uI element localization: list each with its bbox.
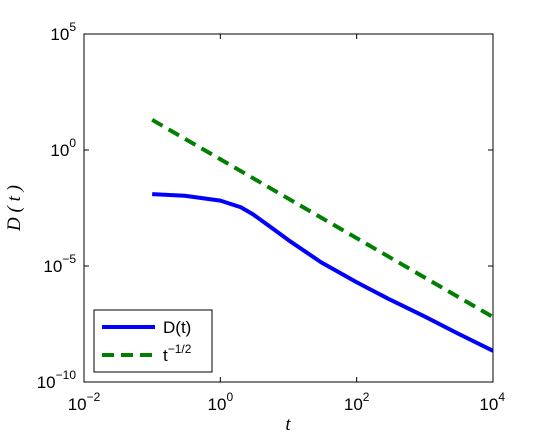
legend-label-0: D(t) (163, 318, 191, 337)
x-tick-label-base: 10 (479, 395, 498, 414)
axis-ticks (83, 33, 494, 383)
legend-label-base: D(t) (163, 318, 191, 337)
legend-label-exp: −1/2 (168, 342, 192, 356)
y-tick-label: 10−10 (37, 368, 77, 392)
x-tick-label-exp: −2 (87, 390, 101, 404)
y-tick-label-base: 10 (37, 373, 56, 392)
x-tick-label: 10−2 (68, 390, 101, 414)
legend-label-1: t−1/2 (163, 342, 192, 365)
x-tick-label-exp: 4 (498, 390, 505, 404)
y-tick-label-exp: −10 (56, 368, 77, 382)
series-line-1 (151, 118, 493, 319)
y-tick-label-exp: −5 (62, 252, 76, 266)
x-tick-label: 104 (479, 390, 505, 414)
legend: D(t) t−1/2 (93, 309, 213, 373)
y-tick-label-exp: 0 (69, 136, 76, 150)
x-tick-label: 100 (208, 390, 234, 414)
y-tick-label: 10−5 (43, 252, 76, 276)
legend-box (93, 309, 213, 373)
y-tick-label-base: 10 (50, 141, 69, 160)
series-line-0 (152, 192, 493, 353)
x-tick-label-base: 10 (68, 395, 87, 414)
y-tick-label: 105 (50, 20, 76, 44)
y-tick-label: 100 (50, 136, 76, 160)
x-tick-label-base: 10 (344, 395, 363, 414)
x-tick-label-exp: 0 (226, 390, 233, 404)
y-tick-label-base: 10 (43, 257, 62, 276)
y-tick-label-exp: 5 (69, 20, 76, 34)
y-axis-label: D ( t ) (4, 185, 25, 232)
series-layer (151, 118, 493, 353)
x-tick-label-exp: 2 (363, 390, 370, 404)
x-tick-label: 102 (344, 390, 370, 414)
x-tick-label-base: 10 (208, 395, 227, 414)
y-tick-label-base: 10 (50, 25, 69, 44)
x-axis-label: t (285, 414, 291, 435)
legend-label-base: t (163, 346, 168, 365)
